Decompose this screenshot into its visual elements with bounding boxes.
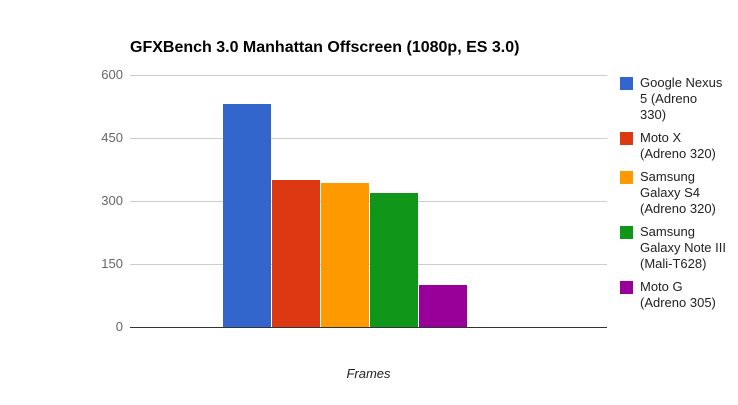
legend-label: Moto X (Adreno 320) xyxy=(640,130,716,161)
legend: Google Nexus 5 (Adreno 330) Moto X (Adren… xyxy=(620,75,732,318)
legend-label: Samsung Galaxy S4 (Adreno 320) xyxy=(640,169,716,216)
legend-swatch-icon xyxy=(620,171,633,184)
legend-item-3[interactable]: Samsung Galaxy Note III (Mali-T628) xyxy=(620,224,732,272)
legend-swatch-icon xyxy=(620,132,633,145)
y-tick-label-600: 600 xyxy=(101,67,123,82)
legend-item-2[interactable]: Samsung Galaxy S4 (Adreno 320) xyxy=(620,169,732,217)
legend-swatch-icon xyxy=(620,281,633,294)
legend-swatch-icon xyxy=(620,226,633,239)
bar-series-4[interactable] xyxy=(419,284,467,327)
gridline-600 xyxy=(130,75,607,76)
legend-label: Google Nexus 5 (Adreno 330) xyxy=(640,75,723,122)
y-tick-label-450: 450 xyxy=(101,130,123,145)
legend-label: Samsung Galaxy Note III (Mali-T628) xyxy=(640,224,726,271)
legend-item-4[interactable]: Moto G (Adreno 305) xyxy=(620,279,732,311)
legend-item-0[interactable]: Google Nexus 5 (Adreno 330) xyxy=(620,75,732,123)
plot-area xyxy=(130,75,607,328)
x-axis-title: Frames xyxy=(346,366,391,381)
bar-series-0[interactable] xyxy=(223,104,271,327)
bar-series-1[interactable] xyxy=(272,180,320,327)
legend-item-1[interactable]: Moto X (Adreno 320) xyxy=(620,130,732,162)
legend-label: Moto G (Adreno 305) xyxy=(640,279,716,310)
bar-series-3[interactable] xyxy=(370,192,418,327)
bar-series-2[interactable] xyxy=(321,183,369,327)
y-tick-label-300: 300 xyxy=(101,193,123,208)
legend-swatch-icon xyxy=(620,77,633,90)
y-tick-label-0: 0 xyxy=(115,319,123,334)
chart-title: GFXBench 3.0 Manhattan Offscreen (1080p,… xyxy=(130,39,520,56)
y-tick-label-150: 150 xyxy=(101,256,123,271)
gridline-450 xyxy=(130,138,607,139)
